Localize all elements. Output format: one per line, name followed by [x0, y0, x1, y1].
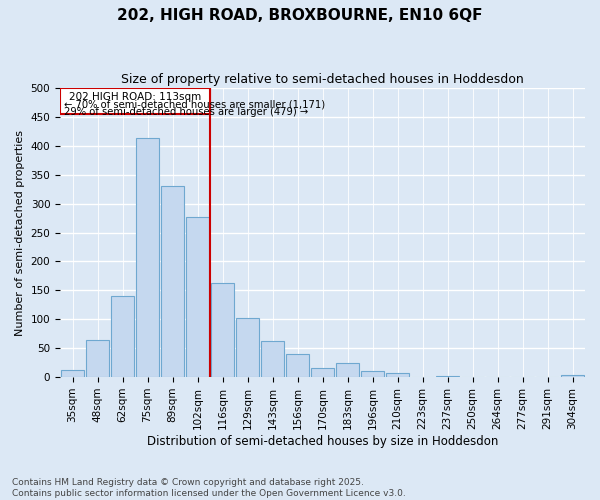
FancyBboxPatch shape — [60, 88, 210, 114]
Bar — [136, 138, 159, 377]
Bar — [211, 284, 234, 377]
Text: 202 HIGH ROAD: 113sqm: 202 HIGH ROAD: 113sqm — [69, 92, 201, 102]
Bar — [111, 296, 134, 377]
Bar — [186, 217, 209, 377]
Bar — [286, 354, 309, 377]
Bar — [336, 363, 359, 377]
Bar — [261, 340, 284, 377]
Bar — [311, 368, 334, 377]
Bar — [386, 373, 409, 377]
Bar — [86, 340, 109, 377]
Bar — [161, 186, 184, 377]
Text: 29% of semi-detached houses are larger (479) →: 29% of semi-detached houses are larger (… — [64, 106, 308, 117]
Bar — [236, 318, 259, 377]
Text: Contains HM Land Registry data © Crown copyright and database right 2025.
Contai: Contains HM Land Registry data © Crown c… — [12, 478, 406, 498]
Bar — [61, 370, 84, 377]
Bar — [436, 376, 459, 377]
X-axis label: Distribution of semi-detached houses by size in Hoddesdon: Distribution of semi-detached houses by … — [147, 434, 498, 448]
Text: 202, HIGH ROAD, BROXBOURNE, EN10 6QF: 202, HIGH ROAD, BROXBOURNE, EN10 6QF — [117, 8, 483, 22]
Bar — [561, 376, 584, 377]
Bar — [361, 372, 384, 377]
Text: ← 70% of semi-detached houses are smaller (1,171): ← 70% of semi-detached houses are smalle… — [64, 100, 325, 110]
Title: Size of property relative to semi-detached houses in Hoddesdon: Size of property relative to semi-detach… — [121, 72, 524, 86]
Y-axis label: Number of semi-detached properties: Number of semi-detached properties — [15, 130, 25, 336]
